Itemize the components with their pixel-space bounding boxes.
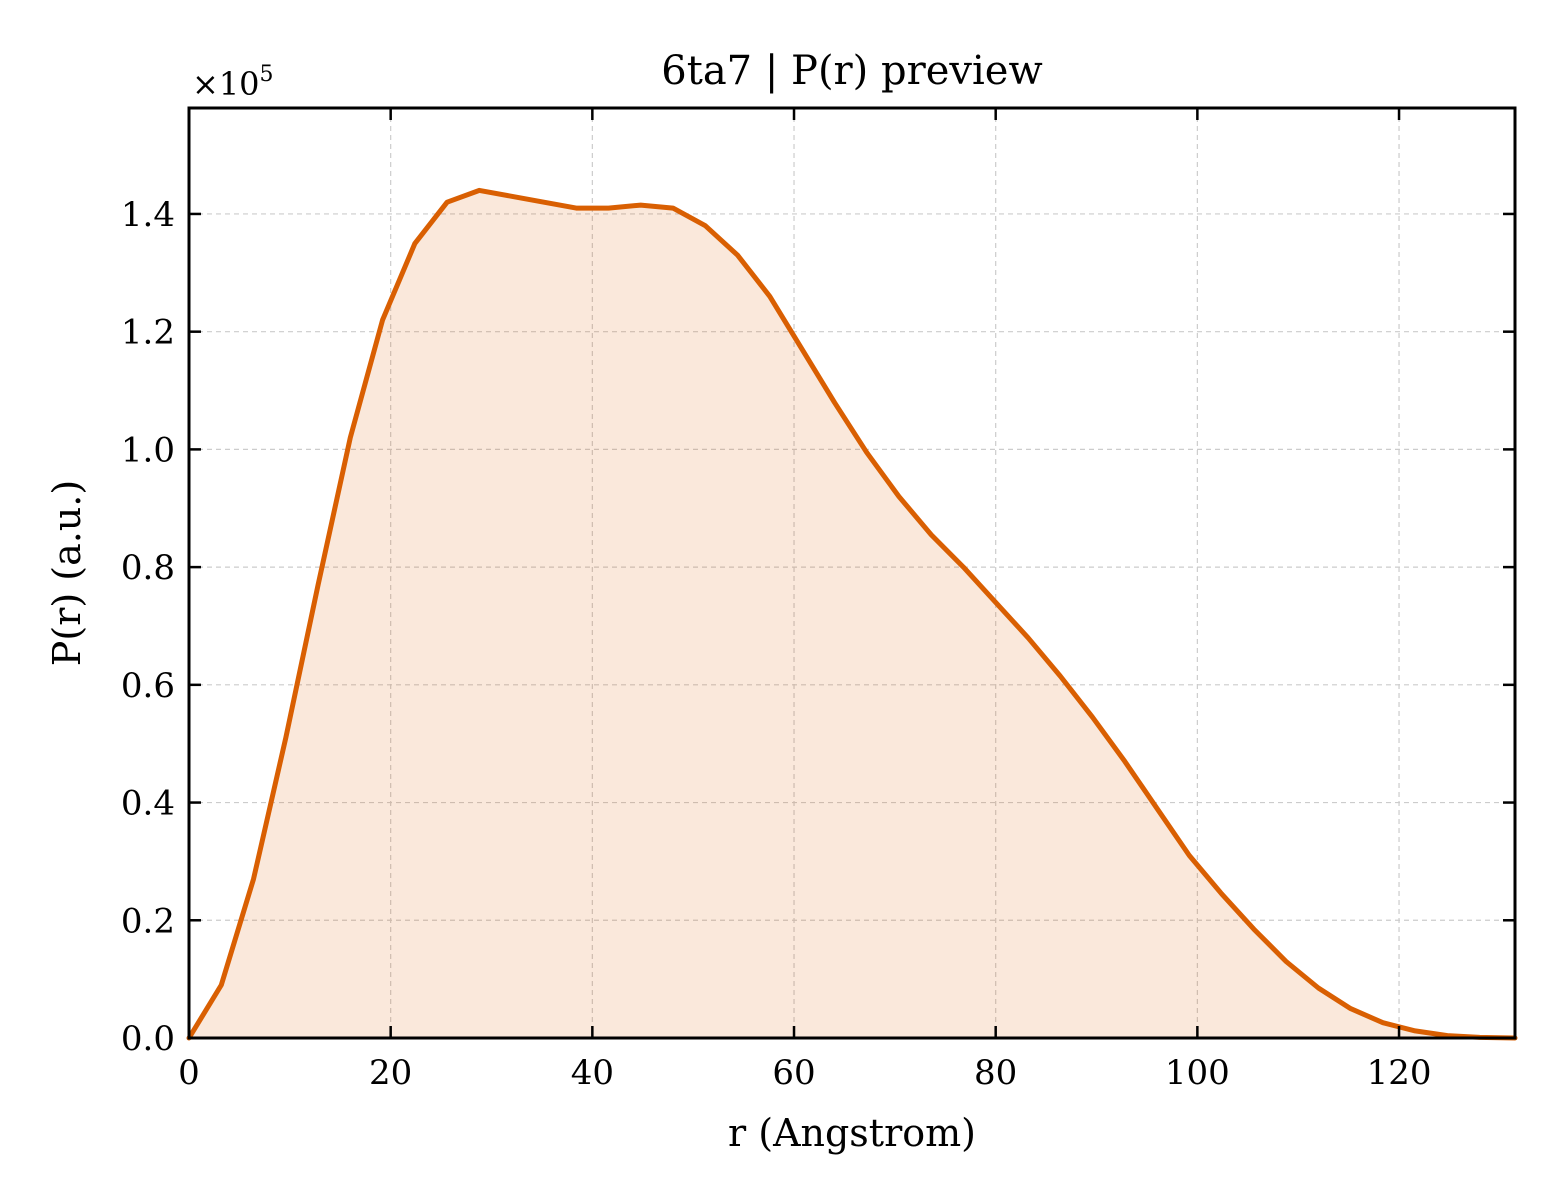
y-tick-label: 1.2 [121, 313, 175, 353]
y-axis-label: P(r) (a.u.) [45, 480, 89, 666]
y-scale-multiplier: ×105 [192, 62, 274, 103]
pr-series-line [186, 187, 1518, 1041]
x-tick-label: 100 [1165, 1053, 1230, 1093]
y-tick-label: 0.0 [121, 1019, 175, 1059]
x-axis-label: r (Angstrom) [728, 1111, 976, 1155]
y-tick-label: 0.8 [121, 548, 175, 588]
y-scale-prefix: ×10 [192, 65, 260, 103]
y-tick-label: 0.4 [121, 784, 175, 824]
y-tick-label: 1.0 [121, 430, 175, 470]
x-tick-label: 120 [1367, 1053, 1432, 1093]
x-tick-label: 80 [974, 1053, 1017, 1093]
x-tick-label: 20 [369, 1053, 412, 1093]
pr-area-fill [189, 190, 1515, 1038]
y-tick-label: 0.2 [121, 901, 175, 941]
x-tick-label: 40 [571, 1053, 614, 1093]
grid [189, 108, 1515, 1038]
y-tick-label: 1.4 [121, 195, 175, 235]
line-layer [186, 187, 1518, 1041]
chart-title: 6ta7 | P(r) preview [661, 48, 1042, 94]
plot-frame [187, 106, 1517, 1040]
y-scale-exponent: 5 [260, 62, 274, 87]
area-layer [189, 190, 1515, 1038]
x-tick-labels: 0 20 40 60 80 100 120 [178, 1053, 1431, 1093]
x-tick-label: 0 [178, 1053, 200, 1093]
y-tick-labels: 0.0 0.2 0.4 0.6 0.8 1.0 1.2 1.4 [121, 195, 175, 1059]
x-tick-label: 60 [772, 1053, 815, 1093]
y-tick-label: 0.6 [121, 666, 175, 706]
